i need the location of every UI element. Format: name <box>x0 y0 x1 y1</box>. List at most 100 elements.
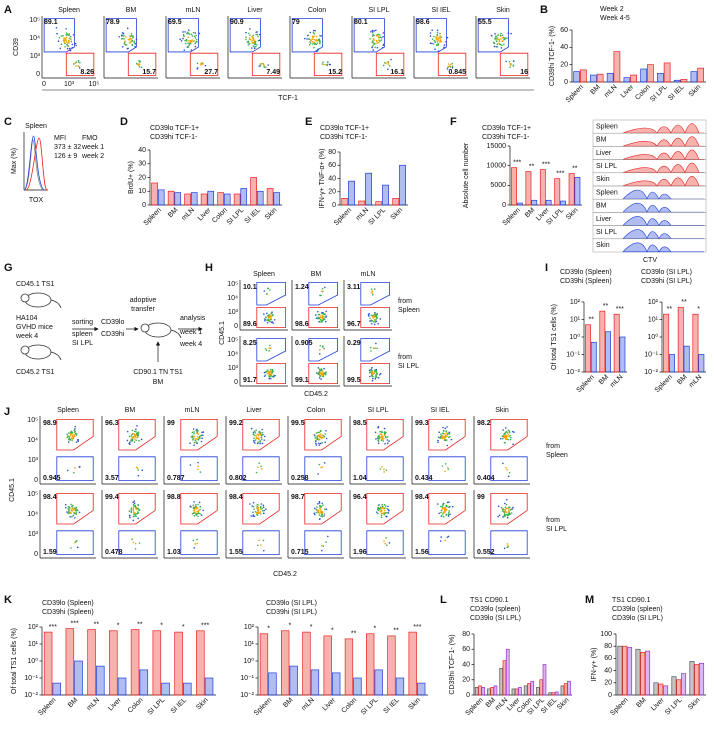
event-dot <box>446 68 449 70</box>
event-dot <box>136 436 138 439</box>
event-dot <box>506 543 509 545</box>
event-dot <box>129 516 131 519</box>
event-dot <box>134 42 137 45</box>
event-dot <box>431 29 433 32</box>
event-dot <box>508 430 511 432</box>
event-dot <box>74 517 76 519</box>
event-dot <box>191 435 194 437</box>
event-dot <box>372 317 374 319</box>
significance: ** <box>667 306 673 313</box>
mouse-tail <box>50 299 62 309</box>
tissue-title: Colon <box>307 407 325 414</box>
y-tick-label: 60 <box>328 162 336 169</box>
event-dot <box>442 516 445 518</box>
tissue-title: BM <box>125 407 136 414</box>
event-dot <box>252 511 254 513</box>
event-dot <box>437 39 440 41</box>
event-dot <box>372 347 375 350</box>
event-dot <box>380 431 383 434</box>
event-dot <box>69 511 72 514</box>
event-dot <box>268 350 270 352</box>
bar <box>490 687 495 696</box>
event-dot <box>252 515 254 517</box>
event-dot <box>140 66 143 69</box>
event-dot <box>504 506 507 508</box>
y-tick-label: 10⁻² <box>24 692 38 699</box>
event-dot <box>319 509 322 511</box>
event-dot <box>73 63 75 65</box>
legend-entry: CD39hi TCF-1- <box>482 134 530 141</box>
event-dot <box>322 434 325 437</box>
event-dot <box>321 442 324 444</box>
x-tick-label: Spleen <box>464 697 484 717</box>
bar <box>204 677 214 696</box>
event-dot <box>261 431 264 434</box>
bar <box>663 685 669 696</box>
event-dot <box>75 513 78 516</box>
event-dot <box>70 547 72 549</box>
x-tick-label: BM <box>635 697 647 709</box>
event-dot <box>57 40 60 43</box>
event-dot <box>131 44 134 47</box>
event-dot <box>257 504 259 506</box>
event-dot <box>383 513 385 516</box>
event-dot <box>321 374 324 377</box>
event-dot <box>505 466 507 469</box>
legend-entry: CD39lo TCF-1+ <box>320 125 369 132</box>
y-tick-label: 10⁻¹ <box>24 675 38 682</box>
event-dot <box>56 32 58 35</box>
y-tick-label: 60 <box>560 27 568 34</box>
event-dot <box>62 34 64 37</box>
ctv-row-label: Skin <box>596 242 610 249</box>
event-dot <box>438 512 440 515</box>
event-dot <box>259 442 262 445</box>
bar <box>117 677 127 696</box>
event-dot <box>253 441 255 443</box>
event-dot <box>384 442 386 445</box>
event-dot <box>508 508 510 510</box>
gate-percent: 99.4 <box>105 494 119 501</box>
event-dot <box>387 508 390 511</box>
event-dot <box>188 44 190 47</box>
x-tick-label: SI LPL <box>367 207 387 227</box>
event-dot <box>253 515 256 518</box>
event-dot <box>73 471 75 474</box>
event-dot <box>132 501 135 504</box>
event-dot <box>512 443 514 445</box>
event-dot <box>269 315 271 318</box>
flow-tick-label: 10³ <box>228 309 239 316</box>
event-dot <box>194 543 197 545</box>
event-dot <box>312 42 315 44</box>
gate-percent: 99.5 <box>347 377 361 384</box>
event-dot <box>370 30 372 33</box>
event-dot <box>448 65 451 67</box>
panel-letter: C <box>4 116 12 128</box>
event-dot <box>255 45 257 48</box>
event-dot <box>260 544 262 546</box>
x-tick-label: Skin <box>408 697 423 712</box>
event-dot <box>132 36 134 39</box>
event-dot <box>188 33 191 35</box>
event-dot <box>316 506 318 508</box>
bar <box>395 677 405 696</box>
event-dot <box>381 505 384 507</box>
event-dot <box>194 506 196 508</box>
gate-percent: 99.5 <box>291 420 305 427</box>
x-tick-label: Skin <box>556 697 571 712</box>
event-dot <box>501 36 504 39</box>
event-dot <box>136 467 139 470</box>
event-dot <box>264 371 267 374</box>
event-dot <box>195 441 198 443</box>
gate-percent: 99 <box>167 420 175 427</box>
event-dot <box>504 508 506 511</box>
event-dot <box>126 27 129 30</box>
event-dot <box>60 35 63 37</box>
event-dot <box>379 40 381 42</box>
event-dot <box>202 509 204 512</box>
bar <box>511 167 517 206</box>
event-dot <box>323 515 325 517</box>
significance: ** <box>137 621 143 628</box>
event-dot <box>75 509 77 512</box>
event-dot <box>269 368 272 371</box>
event-dot <box>134 45 136 48</box>
